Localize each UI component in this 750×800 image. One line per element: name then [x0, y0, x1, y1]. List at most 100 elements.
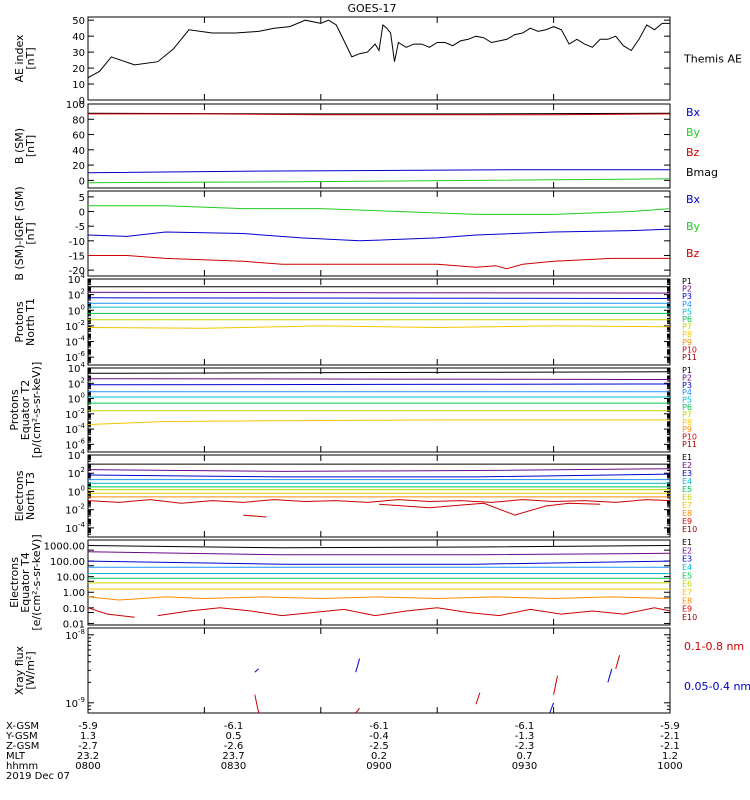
- y-tick-label: 10-2: [65, 319, 85, 333]
- y-axis-label: Xray flux: [13, 645, 26, 695]
- y-tick-label: 100: [68, 484, 85, 498]
- legend-entry: E4: [682, 563, 692, 572]
- series-line-e_equator-8: [87, 596, 671, 601]
- y-axis-label: Electrons: [13, 470, 26, 521]
- y-axis-label: Protons: [8, 389, 21, 430]
- y-tick-label: 10-2: [65, 503, 85, 517]
- legend-entry: E9: [682, 517, 692, 526]
- y-axis-label: [nT]: [24, 135, 37, 157]
- panel-b_sm: 0 20 40 60 80 100 B (SM)[nT] Bx By Bz Bmag: [13, 100, 718, 189]
- legend-entry: P1: [682, 277, 692, 286]
- series-line-b_igrf-2: [88, 255, 670, 270]
- y-tick-label: 1000.00: [44, 541, 85, 552]
- series-line-xray-7: [615, 655, 621, 669]
- y-axis-label: AE index: [13, 34, 26, 83]
- ephemeris-value: -2.6: [224, 741, 244, 752]
- y-tick-label: 1.00: [63, 588, 85, 599]
- series-line-b_igrf-0: [88, 205, 671, 215]
- series-line-e_north-11: [243, 514, 267, 518]
- y-tick-label: 102: [68, 466, 85, 480]
- series-line-e_north-1: [87, 468, 671, 472]
- y-tick-label: 10-9: [65, 696, 85, 710]
- series-line-e_equator-9: [87, 607, 135, 618]
- y-tick-label: 100: [68, 392, 85, 406]
- y-tick-label: 10-2: [65, 407, 85, 421]
- legend-entry: P11: [682, 353, 697, 362]
- legend-entry: E2: [682, 546, 692, 555]
- legend-entry: E9: [682, 605, 692, 614]
- series-line-p_equator-0: [87, 371, 671, 374]
- legend-entry: By: [686, 220, 701, 233]
- ephemeris-value: 1.2: [662, 751, 678, 762]
- legend-entry: E6: [682, 580, 692, 589]
- y-tick-label: 40: [72, 32, 85, 43]
- ephemeris-value: 23.7: [222, 751, 244, 762]
- y-axis-label: [nT]: [24, 47, 37, 69]
- panel-b_igrf: -20 -15 -10 -5 0 5 B (SM)-IGRF (SM)[nT] Bx By Bz: [13, 186, 701, 280]
- ephemeris-value: 0900: [366, 761, 391, 772]
- y-tick-label: 0.01: [63, 619, 85, 630]
- legend-entry: E8: [682, 596, 692, 605]
- series-line-p_north-7: [87, 325, 671, 329]
- legend-entry: P9: [682, 425, 692, 434]
- legend-entry: Bz: [686, 146, 700, 159]
- y-axis-label: [e/(cm²-s-sr-keV)]: [30, 534, 43, 630]
- series-line-p_north-1: [87, 291, 671, 294]
- panel-frame: [87, 190, 671, 277]
- series-line-b_igrf-1: [87, 228, 671, 242]
- legend-entry: P5: [682, 307, 692, 316]
- panel-xray: 10-8 10-9 Xray flux[W/m²] 0.1-0.8 nm 0.05-0.…: [13, 627, 750, 714]
- series-line-xray-1: [254, 694, 260, 714]
- panel-e_equator: 1000.00100.0010.001.000.100.01ElectronsE…: [8, 534, 697, 630]
- legend-entry: P3: [682, 381, 692, 390]
- ephemeris-value: -2.5: [369, 741, 389, 752]
- y-axis-label: [W/m²]: [24, 651, 37, 689]
- legend-entry: By: [686, 126, 701, 139]
- y-axis-label: Equator T2: [19, 380, 32, 440]
- y-tick-label: 20: [72, 64, 85, 75]
- y-tick-label: 10: [72, 80, 85, 91]
- ephemeris-value: -2.1: [660, 731, 680, 742]
- y-axis-label: Protons: [13, 301, 26, 342]
- legend-entry: P7: [682, 410, 692, 419]
- plot-title: GOES-17: [347, 2, 396, 15]
- y-tick-label: 80: [72, 115, 85, 126]
- y-tick-label: 20: [72, 161, 85, 172]
- ephemeris-label: Z-GSM: [6, 741, 39, 752]
- legend-entry: Bx: [686, 193, 701, 206]
- y-tick-label: 0: [79, 96, 85, 107]
- legend-entry: E7: [682, 501, 692, 510]
- y-tick-label: 10-8: [65, 628, 85, 642]
- legend-entry: P1: [682, 366, 692, 375]
- y-tick-label: 104: [68, 361, 86, 375]
- y-tick-label: 40: [72, 146, 85, 157]
- series-line-p_equator-7: [87, 419, 670, 425]
- series-line-e_north-9: [87, 499, 671, 504]
- ephemeris-value: -5.9: [660, 721, 680, 732]
- y-tick-label: 50: [72, 16, 85, 27]
- legend-entry: Themis AE: [683, 53, 742, 66]
- legend-entry: P10: [682, 433, 697, 442]
- legend-entry: E3: [682, 469, 692, 478]
- ephemeris-value: -2.1: [660, 741, 680, 752]
- ephemeris-label: MLT: [6, 751, 26, 762]
- ephemeris-label: X-GSM: [6, 721, 39, 732]
- y-axis-label: B (SM)-IGRF (SM): [13, 186, 26, 280]
- panel-frame: [87, 16, 671, 101]
- series-line-e_equator-0: [87, 545, 671, 549]
- legend-entry: E5: [682, 571, 692, 580]
- ephemeris-value: -6.1: [224, 721, 244, 732]
- ephemeris-value: -5.9: [78, 721, 98, 732]
- legend-entry: E2: [682, 461, 692, 470]
- legend-entry: E6: [682, 493, 692, 502]
- y-tick-label: 104: [68, 272, 86, 286]
- legend-entry: P6: [682, 315, 692, 324]
- ephemeris-value: 1000: [657, 761, 682, 772]
- ephemeris-value: -6.1: [515, 721, 535, 732]
- ephemeris-value: 1.3: [80, 731, 96, 742]
- legend-entry: 0.05-0.4 nm: [684, 680, 750, 693]
- y-tick-label: 10-4: [65, 422, 85, 436]
- plot-date: 2019 Dec 07: [6, 771, 70, 782]
